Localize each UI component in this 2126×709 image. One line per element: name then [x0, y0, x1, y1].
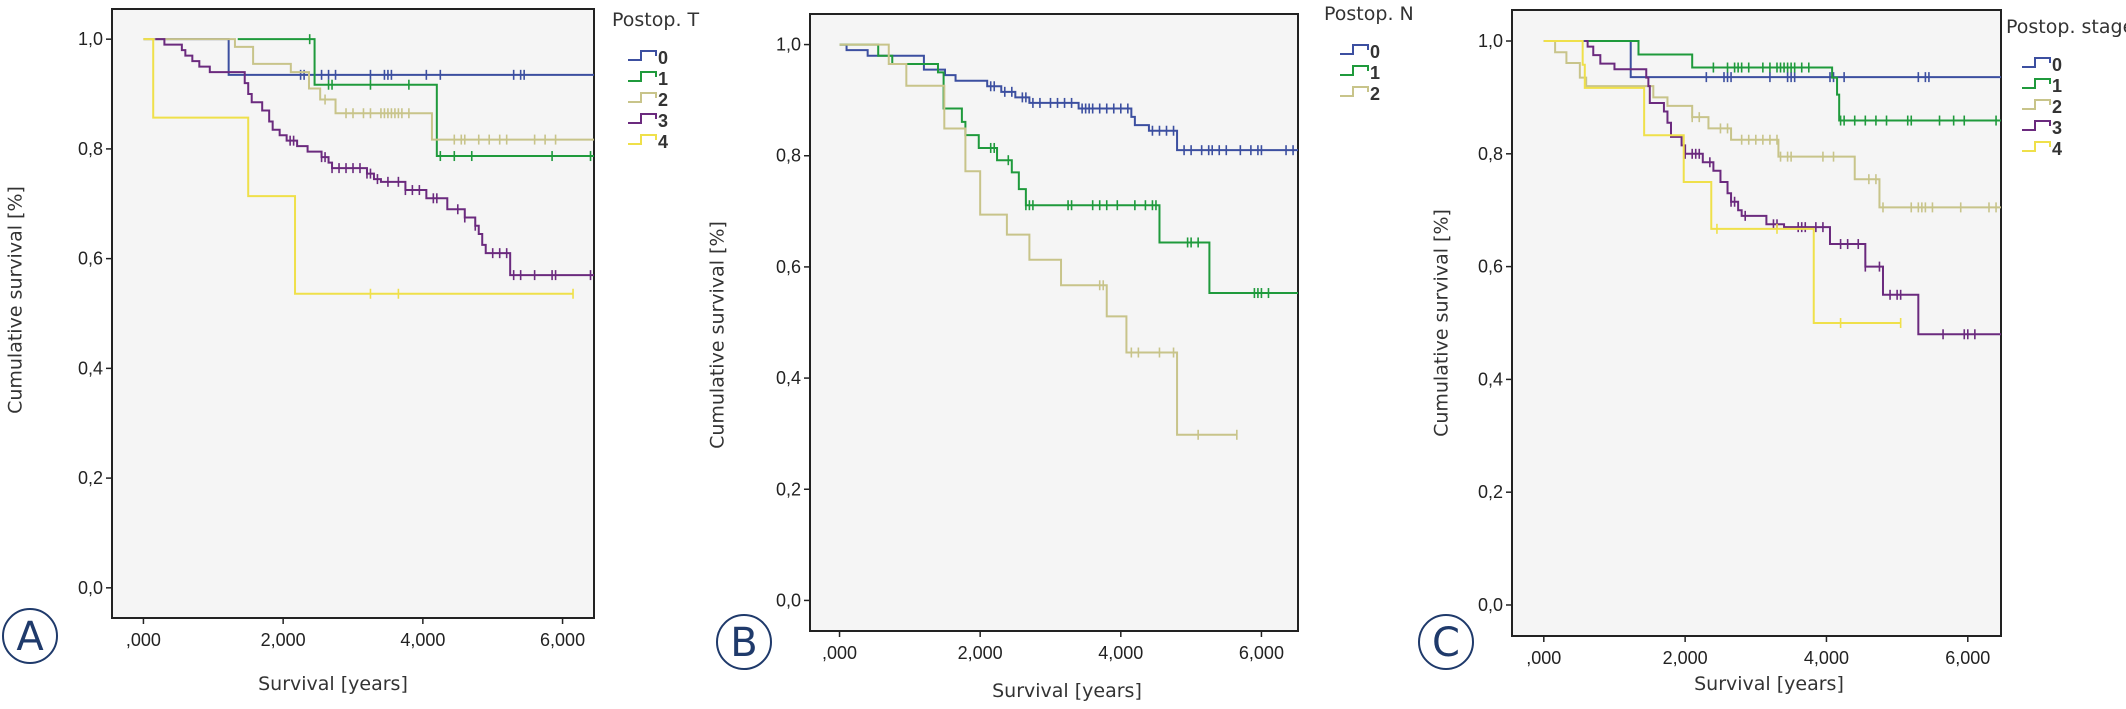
panel-B: 0,0 0,2 0,4 0,6 0,8 1,0 ,000 2,000 4,000 6,000 Sur… [707, 3, 1414, 702]
legend-label-2: 2 [2052, 97, 2062, 117]
y-tick-label: 0,4 [78, 358, 103, 378]
survival-curve-2 [839, 43, 1237, 436]
legend-swatch-4 [2022, 141, 2051, 152]
y-axis-label: Cumulative survival [%] [1431, 209, 1453, 437]
y-tick-label: 0,6 [776, 257, 801, 277]
survival-curve-2 [1543, 40, 2001, 209]
series-1 [1586, 40, 2001, 126]
legend-swatch-1 [2022, 78, 2051, 89]
y-tick-label: 1,0 [1478, 31, 1503, 51]
panel-A: 0,0 0,2 0,4 0,6 0,8 1,0 ,000 2,000 4,000 6,000 Sur… [2, 8, 700, 695]
x-axis-label: Survival [years] [992, 680, 1142, 702]
survival-curve-4 [143, 38, 574, 295]
x-tick-label: 6,000 [540, 630, 585, 650]
y-tick-label: 0,0 [1478, 595, 1503, 615]
x-tick-label: 6,000 [1239, 643, 1284, 663]
panel-C: 0,0 0,2 0,4 0,6 0,8 1,0 ,000 2,000 4,000 6,000 Sur… [1418, 9, 2126, 695]
x-tick-label: 2,000 [958, 643, 1003, 663]
legend-swatch-2 [628, 92, 657, 103]
legend-label-0: 0 [2052, 55, 2062, 75]
legend-swatch-2 [2022, 99, 2051, 110]
legend-swatch-2 [1340, 86, 1369, 97]
x-tick-label: 6,000 [1945, 648, 1990, 668]
y-axis-label: Cumulative survival [%] [707, 221, 729, 449]
x-axis-label: Survival [years] [1694, 673, 1844, 695]
survival-curve-1 [1586, 40, 2001, 122]
y-tick-label: 1,0 [776, 35, 801, 55]
survival-curve-4 [1543, 40, 1901, 324]
series-4 [143, 38, 574, 299]
legend-swatch-1 [1340, 65, 1369, 76]
survival-curve-0 [839, 43, 1298, 152]
series-3 [1584, 40, 2001, 340]
series-1 [839, 43, 1298, 299]
x-tick-label: 4,000 [400, 630, 445, 650]
legend-title: Postop. T [612, 9, 700, 31]
y-tick-label: 0,2 [776, 479, 801, 499]
legend-label-1: 1 [2052, 76, 2062, 96]
plot-area [111, 8, 595, 619]
legend-label-2: 2 [658, 90, 668, 110]
legend-swatch-1 [628, 71, 657, 82]
legend-swatch-3 [2022, 120, 2051, 131]
y-tick-label: 0,2 [78, 468, 103, 488]
survival-curve-3 [155, 38, 594, 277]
legend-title: Postop. N [1324, 3, 1414, 25]
panel-label-circle [716, 614, 772, 670]
legend-swatch-0 [1340, 44, 1369, 55]
legend-label-1: 1 [658, 69, 668, 89]
series-2 [1543, 40, 2001, 213]
panel-label: B [730, 620, 757, 666]
legend-swatch-0 [628, 50, 657, 61]
x-tick-label: ,000 [126, 630, 161, 650]
legend-label-0: 0 [1370, 42, 1380, 62]
y-tick-label: 0,8 [78, 139, 103, 159]
y-tick-label: 0,2 [1478, 482, 1503, 502]
plot-area [809, 13, 1299, 632]
x-tick-label: ,000 [822, 643, 857, 663]
series-1 [237, 34, 594, 162]
x-axis-label: Survival [years] [258, 673, 408, 695]
plot-area [1511, 9, 2002, 637]
legend-swatch-0 [2022, 57, 2051, 68]
series-0 [839, 43, 1298, 156]
y-tick-label: 0,4 [1478, 369, 1503, 389]
legend-label-4: 4 [2052, 139, 2062, 159]
x-tick-label: ,000 [1526, 648, 1561, 668]
y-tick-label: 0,8 [776, 146, 801, 166]
x-tick-label: 2,000 [1663, 648, 1708, 668]
legend-label-4: 4 [658, 132, 668, 152]
series-4 [1543, 40, 1902, 328]
y-tick-label: 1,0 [78, 29, 103, 49]
y-tick-label: 0,6 [78, 249, 103, 269]
panel-label-circle [1418, 614, 1474, 670]
series-2 [143, 38, 594, 145]
legend-label-2: 2 [1370, 84, 1380, 104]
y-tick-label: 0,8 [1478, 144, 1503, 164]
series-2 [839, 43, 1238, 440]
legend-label-3: 3 [2052, 118, 2062, 138]
y-axis-label: Cumulative survival [%] [5, 186, 27, 414]
survival-curve-1 [237, 38, 594, 158]
panel-label-circle [2, 608, 58, 664]
legend-swatch-3 [628, 113, 657, 124]
y-tick-label: 0,0 [78, 578, 103, 598]
legend-title: Postop. stage [2006, 16, 2126, 38]
panel-label: A [16, 614, 44, 660]
x-tick-label: 4,000 [1098, 643, 1143, 663]
legend-swatch-4 [628, 134, 657, 145]
y-tick-label: 0,6 [1478, 257, 1503, 277]
x-tick-label: 2,000 [261, 630, 306, 650]
legend-label-3: 3 [658, 111, 668, 131]
survival-curve-3 [1584, 40, 2001, 336]
y-tick-label: 0,4 [776, 368, 801, 388]
y-tick-label: 0,0 [776, 590, 801, 610]
series-3 [155, 38, 594, 281]
x-tick-label: 4,000 [1804, 648, 1849, 668]
legend-label-1: 1 [1370, 63, 1380, 83]
legend-label-0: 0 [658, 48, 668, 68]
panel-label: C [1432, 620, 1460, 666]
